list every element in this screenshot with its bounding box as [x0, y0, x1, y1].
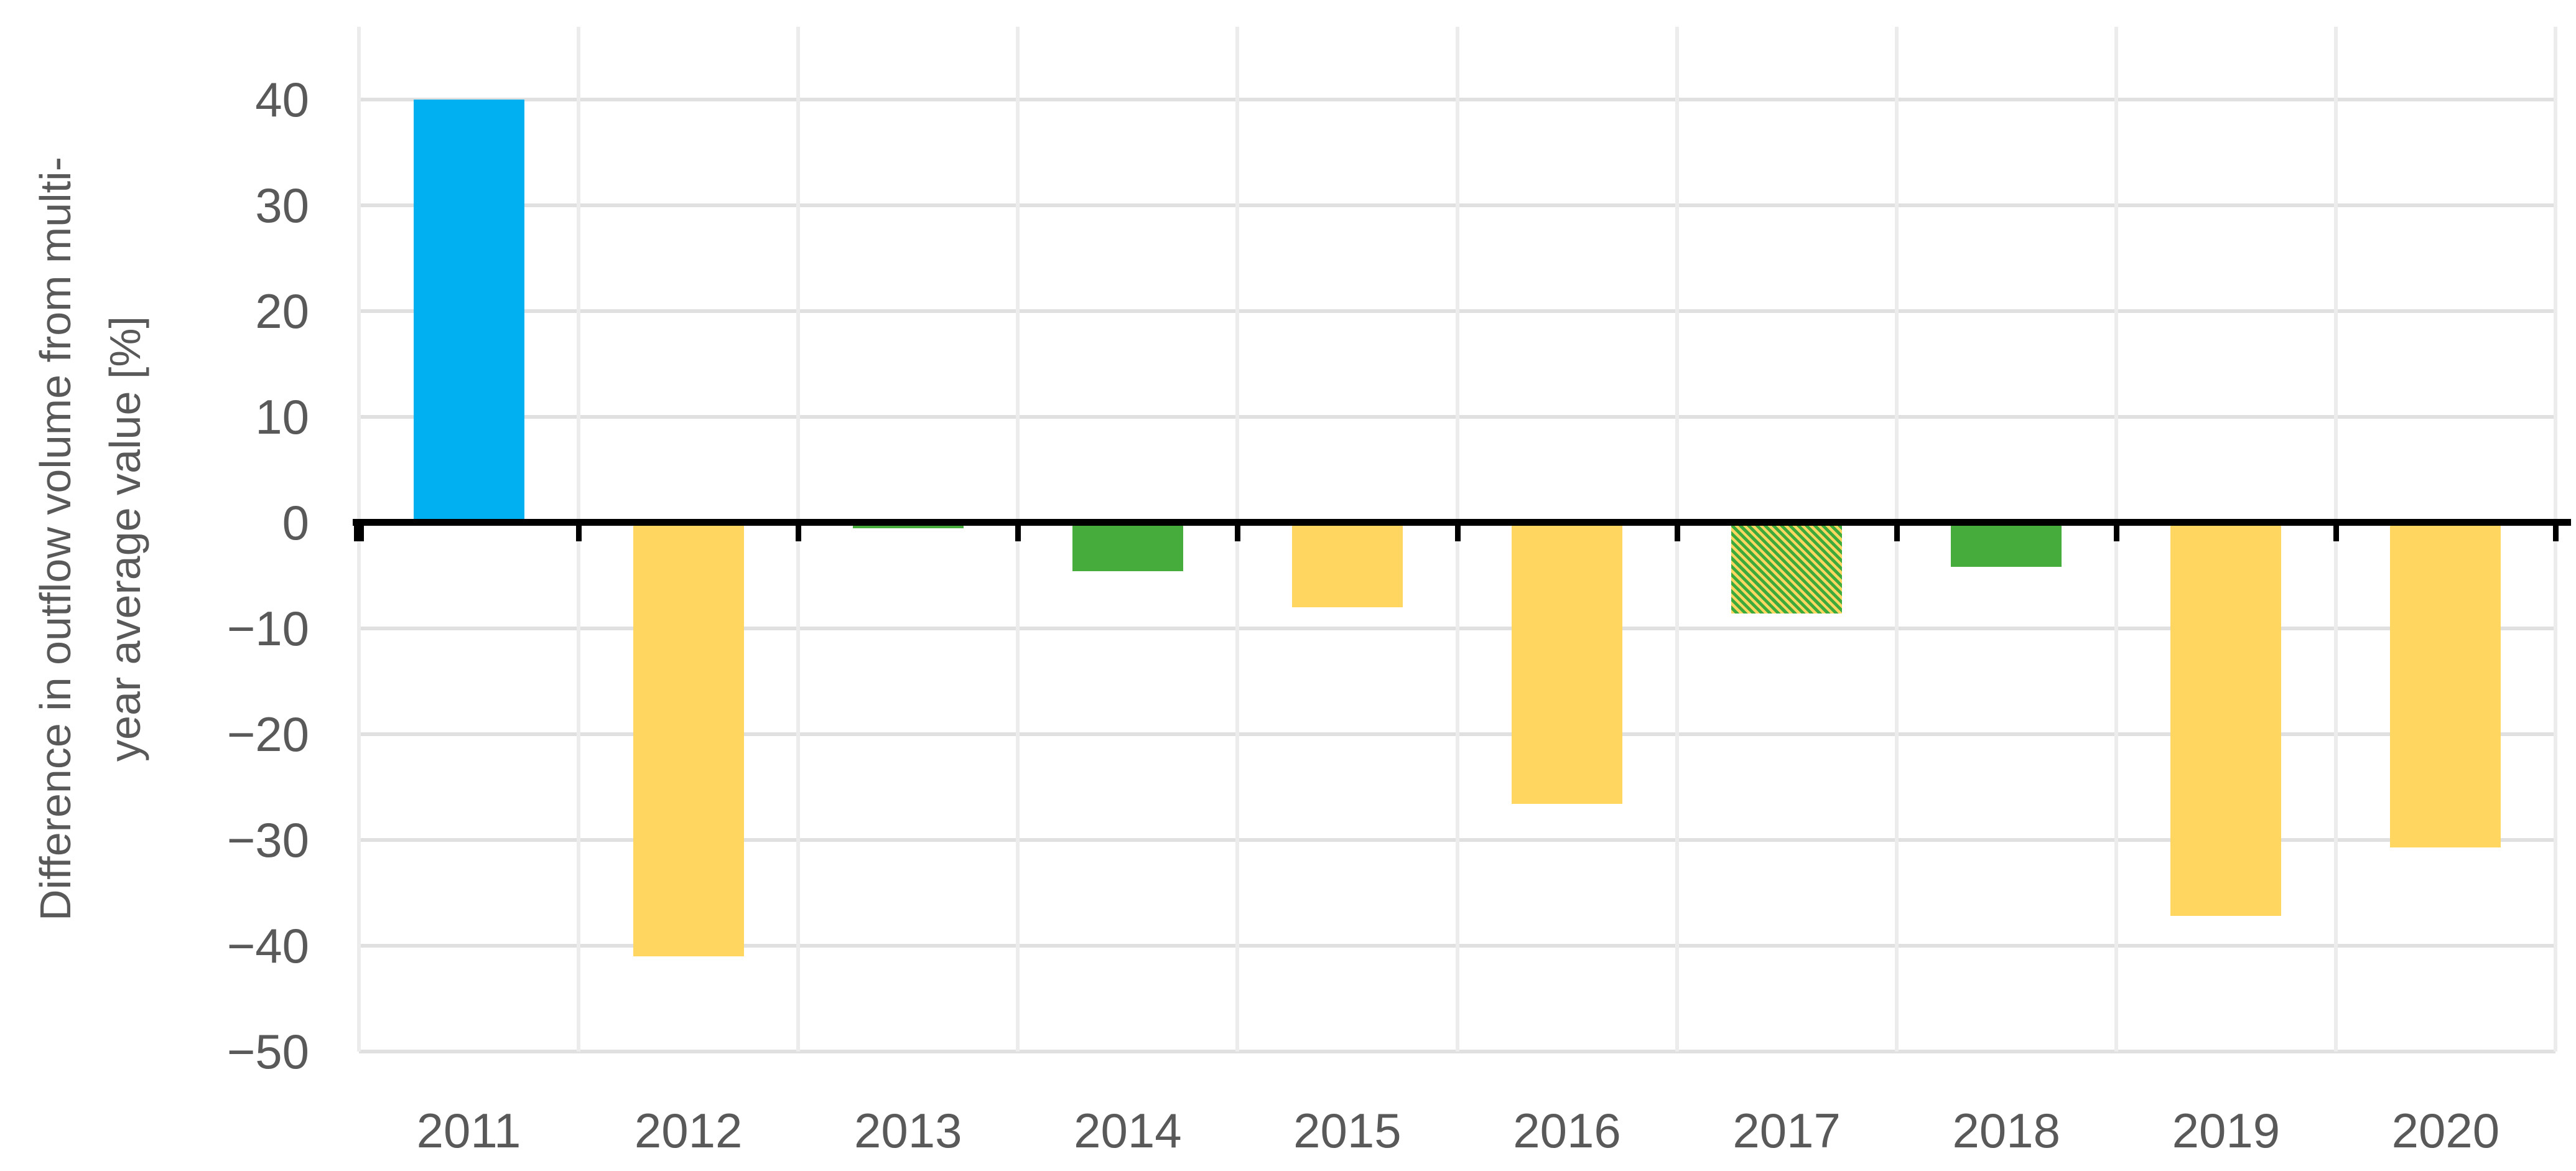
- x-tick-label: 2018: [1952, 1103, 2060, 1158]
- x-axis-tick-mark: [1015, 523, 1021, 541]
- y-tick-label: 20: [255, 284, 309, 338]
- bar-2018: [1951, 523, 2062, 567]
- x-tick-label: 2016: [1513, 1103, 1621, 1158]
- x-tick-label: 2015: [1293, 1103, 1402, 1158]
- bar-2012: [633, 523, 744, 956]
- x-axis-tick-mark: [1454, 523, 1461, 541]
- bar-2020: [2390, 523, 2501, 847]
- x-axis-tick-mark: [1894, 523, 1900, 541]
- y-tick-label: −10: [226, 601, 309, 656]
- x-axis-tick-mark: [576, 523, 582, 541]
- bar-2017: [1731, 523, 1843, 614]
- x-axis-tick-mark: [2113, 523, 2119, 541]
- x-tick-label: 2013: [853, 1103, 962, 1158]
- y-tick-label: −50: [226, 1024, 309, 1079]
- x-tick-label: 2020: [2391, 1103, 2500, 1158]
- bar-2016: [1512, 523, 1623, 805]
- horizontal-gridline: [359, 1050, 2555, 1053]
- bar-2011: [413, 100, 524, 523]
- x-tick-label: 2011: [416, 1103, 521, 1158]
- x-axis-tick-mark: [1235, 523, 1241, 541]
- x-axis-tick-mark: [796, 523, 802, 541]
- x-tick-label: 2014: [1074, 1103, 1182, 1158]
- y-tick-label: −30: [226, 813, 309, 867]
- y-tick-label: 40: [255, 72, 309, 127]
- bar-2014: [1072, 523, 1183, 572]
- x-axis-zero-line: [353, 519, 2571, 526]
- y-tick-label: 0: [282, 495, 309, 550]
- x-axis-tick-mark: [2553, 523, 2559, 541]
- x-axis-tick-mark: [1674, 523, 1680, 541]
- y-tick-label: −20: [226, 707, 309, 762]
- bar-2015: [1291, 523, 1403, 607]
- x-tick-label: 2019: [2172, 1103, 2281, 1158]
- x-axis-tick-mark: [354, 523, 364, 541]
- y-tick-label: −40: [226, 918, 309, 973]
- x-tick-label: 2012: [634, 1103, 743, 1158]
- x-tick-label: 2017: [1732, 1103, 1841, 1158]
- x-axis-tick-mark: [2333, 523, 2339, 541]
- y-tick-label: 10: [255, 390, 309, 444]
- y-tick-label: 30: [255, 178, 309, 233]
- bar-2019: [2170, 523, 2282, 917]
